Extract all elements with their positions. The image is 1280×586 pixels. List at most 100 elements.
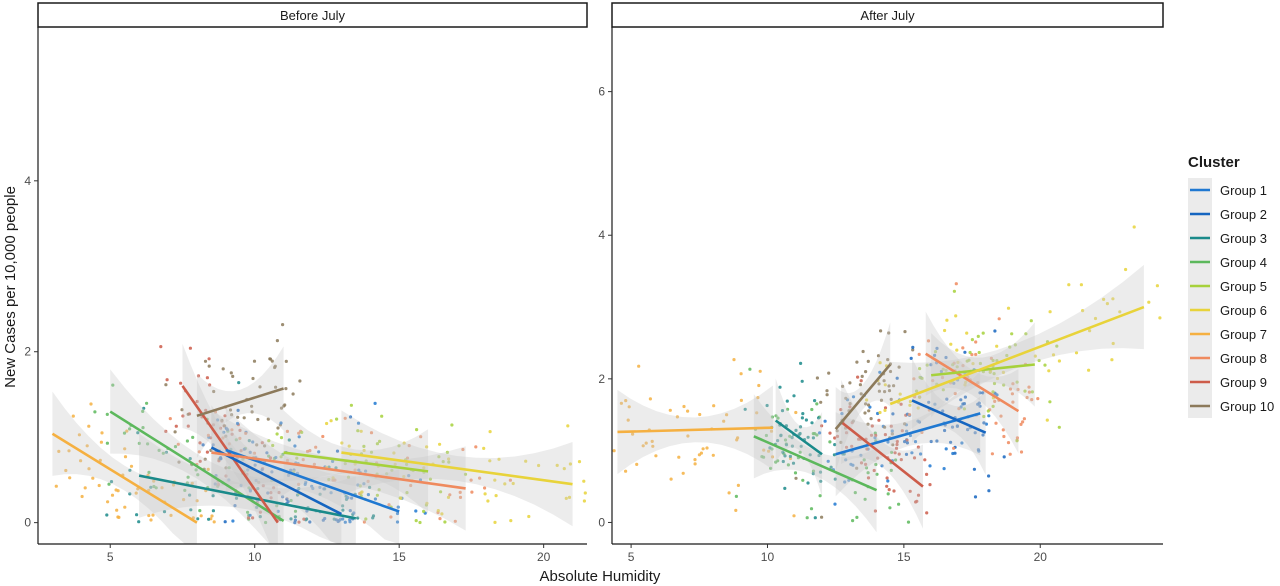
x-tick-label: 10 <box>761 550 775 564</box>
data-point <box>349 403 353 407</box>
data-point <box>357 468 361 472</box>
data-point <box>833 502 837 506</box>
data-point <box>293 444 297 448</box>
data-point <box>859 461 864 465</box>
fit-line-group-5 <box>283 451 429 473</box>
data-point <box>1016 387 1020 392</box>
data-point <box>285 429 289 433</box>
data-point <box>953 451 957 455</box>
data-point <box>511 481 515 486</box>
data-point <box>862 458 866 462</box>
data-point <box>866 403 871 407</box>
data-point <box>181 414 185 418</box>
data-point <box>228 408 233 412</box>
data-point <box>537 463 541 468</box>
data-point <box>918 375 922 379</box>
data-point <box>903 330 907 334</box>
data-point <box>874 433 878 437</box>
data-point <box>889 397 893 401</box>
data-point <box>334 466 338 470</box>
points-before-july <box>54 323 587 525</box>
data-point <box>189 508 193 512</box>
data-point <box>356 516 360 520</box>
data-point <box>115 508 119 512</box>
data-point <box>864 402 868 406</box>
data-point <box>508 478 512 482</box>
data-point <box>776 416 780 420</box>
data-point <box>897 452 901 456</box>
fit-line-group-4 <box>109 410 285 523</box>
data-point <box>199 514 203 518</box>
data-point <box>987 414 991 418</box>
data-point <box>898 392 902 396</box>
data-point <box>905 438 909 442</box>
data-point <box>915 389 919 393</box>
data-point <box>626 418 630 422</box>
data-point <box>356 483 360 487</box>
data-point <box>390 468 394 472</box>
data-point <box>879 329 883 333</box>
fit-line-group-3 <box>774 419 823 456</box>
data-point <box>275 504 279 508</box>
x-tick-label: 20 <box>1034 550 1048 564</box>
data-point <box>736 436 740 440</box>
data-point <box>867 409 871 413</box>
data-point <box>897 502 901 506</box>
y-tick-label: 6 <box>598 85 605 99</box>
data-point <box>289 498 293 503</box>
data-point <box>863 411 867 415</box>
data-point <box>756 396 760 400</box>
data-point <box>794 410 798 415</box>
data-point <box>951 363 955 367</box>
data-point <box>778 385 782 389</box>
data-point <box>963 395 968 399</box>
data-point <box>208 383 212 387</box>
data-point <box>995 359 999 363</box>
data-point <box>358 484 362 488</box>
data-point <box>216 482 220 487</box>
data-point <box>888 369 893 374</box>
data-point <box>944 447 948 451</box>
data-point <box>105 412 109 416</box>
data-point <box>765 403 769 408</box>
data-point <box>207 364 211 368</box>
data-point <box>329 419 333 423</box>
data-point <box>993 329 997 333</box>
data-point <box>122 431 127 435</box>
data-point <box>577 460 582 464</box>
data-point <box>783 438 788 442</box>
data-point <box>963 383 967 387</box>
data-point <box>819 400 823 404</box>
data-point <box>87 467 91 471</box>
data-point <box>284 359 288 363</box>
data-point <box>209 448 213 452</box>
data-point <box>85 444 89 448</box>
data-point <box>801 478 805 482</box>
data-point <box>279 436 284 440</box>
data-point <box>1055 344 1059 348</box>
data-point <box>564 496 568 500</box>
data-point <box>978 391 982 395</box>
data-point <box>371 516 375 520</box>
confidence-band-group-4 <box>110 369 284 544</box>
data-point <box>273 364 277 368</box>
data-point <box>865 398 869 402</box>
data-point <box>619 401 624 405</box>
fit-line-group-4 <box>753 435 878 492</box>
data-point <box>261 484 265 488</box>
data-point <box>793 471 798 475</box>
data-point <box>297 520 301 524</box>
data-point <box>641 444 645 448</box>
data-point <box>891 443 895 447</box>
data-point <box>943 428 947 433</box>
data-point <box>682 404 686 409</box>
data-point <box>885 476 889 480</box>
data-point <box>445 450 449 454</box>
data-point <box>312 462 316 466</box>
data-point <box>83 486 87 490</box>
data-point <box>141 426 145 430</box>
data-point <box>833 443 837 447</box>
data-point <box>301 458 305 462</box>
data-point <box>959 398 963 402</box>
data-point <box>201 443 205 447</box>
